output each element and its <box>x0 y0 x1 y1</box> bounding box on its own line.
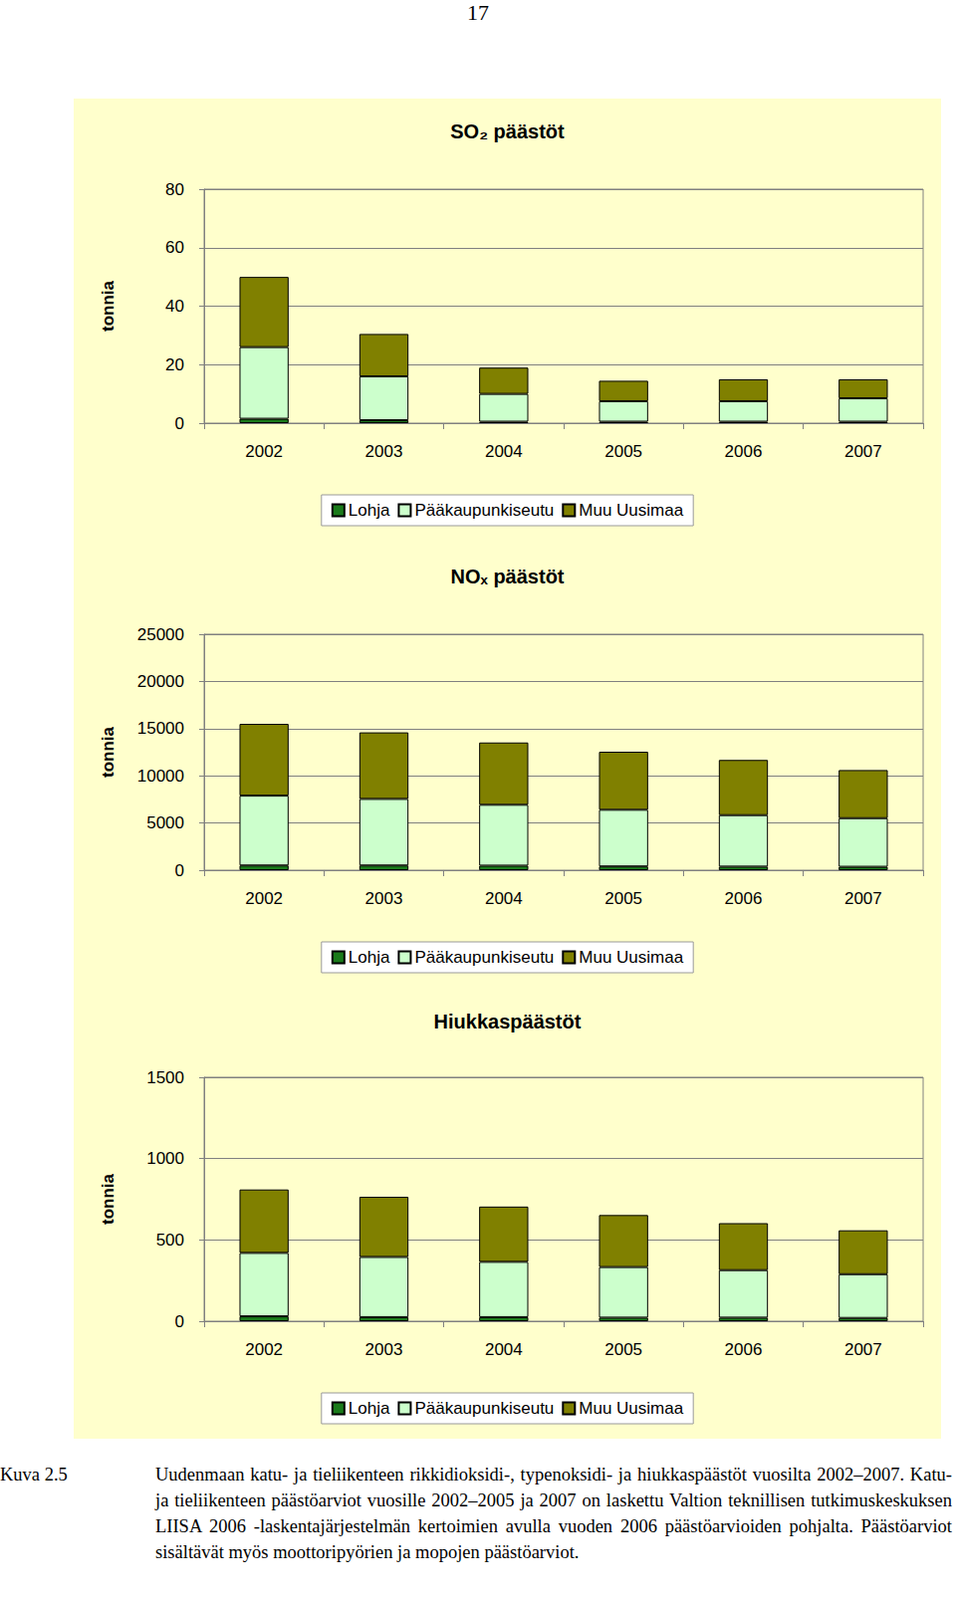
svg-text:2005: 2005 <box>604 442 643 462</box>
svg-text:2004: 2004 <box>484 1340 523 1360</box>
svg-text:2004: 2004 <box>484 889 523 909</box>
svg-text:2003: 2003 <box>365 889 404 909</box>
svg-text:2004: 2004 <box>484 442 523 462</box>
svg-text:2006: 2006 <box>724 1340 763 1360</box>
svg-text:500: 500 <box>156 1230 185 1250</box>
svg-text:2002: 2002 <box>244 889 283 909</box>
svg-text:Lohja: Lohja <box>348 948 391 967</box>
svg-text:2007: 2007 <box>844 442 883 462</box>
svg-text:2006: 2006 <box>724 889 763 909</box>
svg-text:0: 0 <box>175 861 185 881</box>
svg-text:25000: 25000 <box>137 625 185 645</box>
svg-text:2003: 2003 <box>365 1340 404 1360</box>
svg-text:2007: 2007 <box>844 889 883 909</box>
html-text:17: 17 <box>467 0 489 25</box>
svg-text:tonnia: tonnia <box>98 279 118 332</box>
svg-text:40: 40 <box>165 296 185 316</box>
svg-text:Muu Uusimaa: Muu Uusimaa <box>578 500 684 520</box>
svg-text:5000: 5000 <box>146 813 185 833</box>
svg-text:Pääkaupunkiseutu: Pääkaupunkiseutu <box>414 1399 554 1419</box>
svg-text:0: 0 <box>175 1312 185 1332</box>
html-text:Uudenmaan katu- ja tieliikente: Uudenmaan katu- ja tieliikenteen rikkidi… <box>155 1464 953 1563</box>
svg-text:Muu Uusimaa: Muu Uusimaa <box>578 948 684 967</box>
svg-text:2002: 2002 <box>244 1340 283 1360</box>
svg-text:Pääkaupunkiseutu: Pääkaupunkiseutu <box>414 500 554 520</box>
svg-text:2007: 2007 <box>844 1340 883 1360</box>
svg-text:SO₂ päästöt: SO₂ päästöt <box>450 120 565 143</box>
svg-text:10000: 10000 <box>137 766 185 786</box>
html-text:Kuva 2.5: Kuva 2.5 <box>0 1464 68 1485</box>
svg-text:2003: 2003 <box>365 442 404 462</box>
svg-text:Lohja: Lohja <box>348 500 391 520</box>
svg-text:1500: 1500 <box>146 1068 185 1088</box>
svg-text:20000: 20000 <box>137 672 185 692</box>
svg-text:tonnia: tonnia <box>98 1173 118 1225</box>
svg-text:15000: 15000 <box>137 718 185 738</box>
svg-text:Muu Uusimaa: Muu Uusimaa <box>578 1399 684 1419</box>
svg-text:1000: 1000 <box>146 1149 185 1169</box>
svg-text:2002: 2002 <box>244 442 283 462</box>
svg-text:60: 60 <box>165 238 185 257</box>
svg-text:80: 80 <box>165 180 185 200</box>
svg-text:2006: 2006 <box>724 442 763 462</box>
svg-text:tonnia: tonnia <box>98 725 118 778</box>
svg-text:20: 20 <box>165 355 185 375</box>
svg-text:Lohja: Lohja <box>348 1399 391 1419</box>
svg-text:Pääkaupunkiseutu: Pääkaupunkiseutu <box>414 948 554 967</box>
svg-text:NOₓ päästöt: NOₓ päästöt <box>450 565 564 588</box>
svg-text:Hiukkaspäästöt: Hiukkaspäästöt <box>434 1010 582 1033</box>
svg-text:2005: 2005 <box>604 1340 643 1360</box>
svg-text:0: 0 <box>175 414 185 434</box>
svg-text:2005: 2005 <box>604 889 643 909</box>
